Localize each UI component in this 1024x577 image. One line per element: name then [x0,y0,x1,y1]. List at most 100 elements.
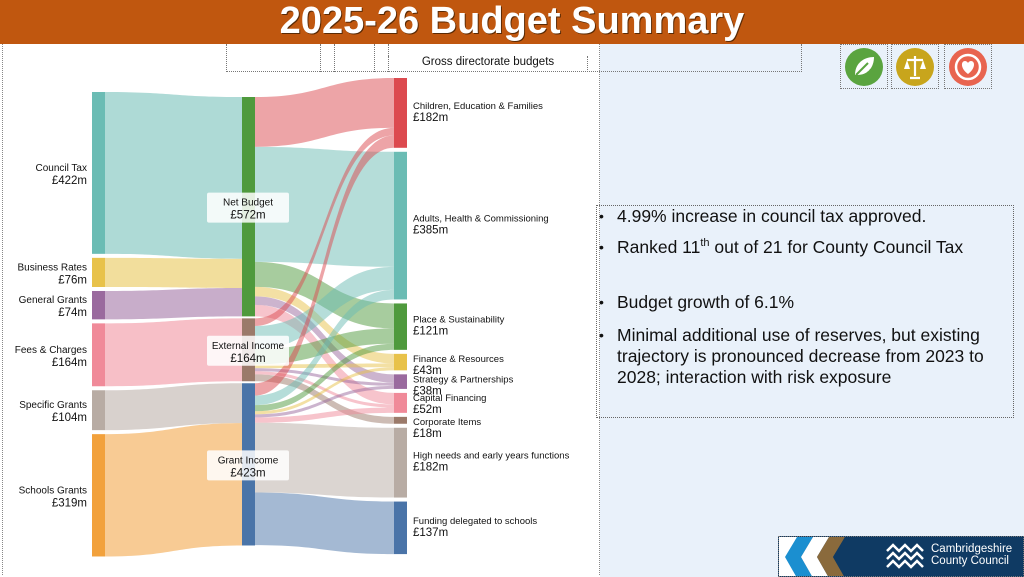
bullet-text: 4.99% increase in council tax approved. [617,206,927,226]
target-node-place-and-sustainability [394,303,407,350]
middle-label-net-budget: Net Budget [223,198,273,209]
link-fees-and-charges-to-external-income [105,318,242,387]
target-node-adults-health-and-commissioning [394,151,407,300]
logo-line-2: County Council [931,555,1009,567]
source-label-specific-grants: Specific Grants [19,400,87,411]
placeholder-guide [334,44,335,72]
logo-line-1: Cambridgeshire [931,543,1013,555]
link-net-budget-to-adults-health-and-commissioning [255,146,394,267]
middle-value-net-budget: £572m [230,210,265,222]
source-label-business-rates: Business Rates [18,262,87,273]
link-grant-income-to-adults-health-and-commissioning [255,289,394,406]
source-value-schools-grants: £319m [52,497,87,509]
target-label-high-needs-and-early-years-functions: High needs and early years functions [413,451,570,462]
bullet-mark: • [599,294,604,310]
page-title: 2025-26 Budget Summary [279,0,745,42]
target-value-strategy-and-partnerships: £38m [413,385,442,397]
source-value-council-tax: £422m [52,175,87,187]
middle-value-grant-income: £423m [230,467,265,479]
bullet-item: • Budget growth of 6.1% [599,292,1013,313]
source-node-specific-grants [92,390,105,431]
link-council-tax-to-net-budget [105,92,242,259]
source-label-schools-grants: Schools Grants [19,485,87,496]
target-label-children-education-and-families: Children, Education & Families [413,101,543,112]
bullet-text: Budget growth of 6.1% [617,292,795,312]
link-external-income-to-children-education-and-families [255,127,394,327]
target-value-funding-delegated-to-schools: £137m [413,527,448,539]
target-node-strategy-and-partnerships [394,374,407,389]
title-bar: 2025-26 Budget Summary [0,0,1024,44]
link-grant-income-to-funding-delegated-to-schools [255,492,394,555]
bullet-mark: • [599,239,604,255]
link-external-income-to-adults-health-and-commissioning [255,266,394,350]
source-value-business-rates: £76m [58,274,87,286]
source-label-council-tax: Council Tax [35,163,87,174]
source-node-general-grants [92,290,105,320]
middle-value-external-income: £164m [230,353,265,365]
link-net-budget-to-children-education-and-families [255,78,394,147]
source-node-schools-grants [92,434,105,557]
link-grant-income-to-finance-and-resources [255,367,394,415]
source-label-fees-and-charges: Fees & Charges [15,345,87,356]
target-node-finance-and-resources [394,353,407,371]
leaf-plus-icon [845,48,883,86]
link-grant-income-to-strategy-and-partnerships [255,385,394,418]
link-specific-grants-to-grant-income [105,383,242,431]
target-label-corporate-items: Corporate Items [413,417,481,428]
key-points-box: • 4.99% increase in council tax approved… [596,205,1014,418]
placeholder-guide [374,44,375,72]
middle-label-bg [207,335,289,366]
scales-icon [896,48,934,86]
link-net-budget-to-finance-and-resources [255,286,394,364]
sankey-nodes [92,78,407,557]
bullet-mark: • [599,327,604,343]
middle-label-grant-income: Grant Income [218,455,279,466]
target-node-corporate-items [394,416,407,424]
source-node-council-tax [92,92,105,254]
target-node-funding-delegated-to-schools [394,501,407,555]
source-value-general-grants: £74m [58,307,87,319]
target-value-finance-and-resources: £43m [413,365,442,377]
link-grant-income-to-children-education-and-families [255,135,394,396]
target-label-finance-and-resources: Finance & Resources [413,354,504,365]
link-business-rates-to-net-budget [105,257,242,288]
bullet-text: Minimal additional use of reserves, but … [617,325,984,387]
bullet-item: • 4.99% increase in council tax approved… [599,206,1013,227]
logo-wordmark: Cambridgeshire County Council [931,543,1012,567]
bullet-mark: • [599,208,604,224]
heart-ring-icon [949,48,987,86]
icon-box-scales [891,44,939,89]
source-value-specific-grants: £104m [52,412,87,424]
sankey-chart: Council Tax£422m Business Rates£76m Genera… [15,78,570,557]
source-node-business-rates [92,257,105,287]
sankey-labels: Council Tax£422m Business Rates£76m Genera… [15,101,570,539]
bullet-text: out of 21 for County Council Tax [709,237,964,257]
middle-label-external-income: External Income [212,341,285,352]
bullet-text: Ranked 11 [617,237,701,257]
target-label-adults-health-and-commissioning: Adults, Health & Commissioning [413,214,549,225]
bullet-item: • Minimal additional use of reserves, bu… [599,325,1013,388]
right-panel-background [600,44,1024,577]
logo-chevrons-icon [779,537,924,576]
bullet-item: • Ranked 11th out of 21 for County Counc… [599,237,1013,258]
source-label-general-grants: General Grants [19,295,87,306]
icon-box-heart [944,44,992,89]
target-node-high-needs-and-early-years-functions [394,427,407,498]
placeholder-guide [320,44,321,72]
ordinal-suffix: th [700,237,710,250]
link-schools-grants-to-grant-income [105,423,242,557]
link-external-income-to-corporate-items [255,374,394,424]
target-value-high-needs-and-early-years-functions: £182m [413,462,448,474]
link-net-budget-to-place-and-sustainability [255,261,394,329]
source-node-fees-and-charges [92,323,105,387]
icon-box-leaf [840,44,888,89]
target-label-capital-financing: Capital Financing [413,393,486,404]
source-value-fees-and-charges: £164m [52,357,87,369]
target-label-strategy-and-partnerships: Strategy & Partnerships [413,374,514,385]
target-value-place-and-sustainability: £121m [413,326,448,338]
middle-label-bg [207,450,289,481]
gross-directorate-caption: Gross directorate budgets [388,56,588,72]
target-node-capital-financing [394,392,407,413]
link-grant-income-to-high-needs-and-early-years-functions [255,422,394,498]
